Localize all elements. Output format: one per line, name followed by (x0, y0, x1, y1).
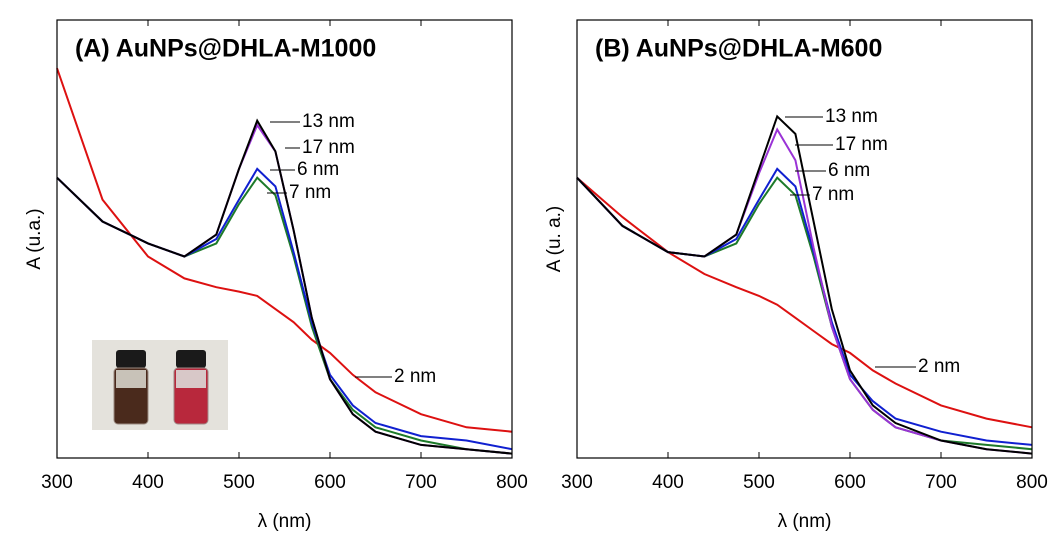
x-tick-label: 800 (1016, 472, 1048, 493)
plot-frame (576, 19, 1033, 459)
y-axis-label: A (u. a.) (544, 206, 565, 273)
x-tick-label: 800 (496, 472, 528, 493)
plot-frame (56, 19, 513, 459)
x-tick-label: 500 (743, 472, 775, 493)
vial-glass (116, 370, 146, 388)
series-label: 6 nm (828, 160, 870, 181)
series-label: 17 nm (835, 134, 888, 155)
panel: 300 400 500 600 700 800 (B) AuNPs@DHLA-M600 λ (… (544, 19, 1048, 532)
y-axis-label: A (u.a.) (24, 208, 45, 269)
vial-cap (176, 350, 206, 368)
x-axis-label: λ (nm) (778, 511, 832, 532)
series-label: 6 nm (297, 159, 339, 180)
x-tick-label: 400 (652, 472, 684, 493)
x-tick-label: 700 (925, 472, 957, 493)
spectrum-line (576, 176, 1033, 429)
spectrum-line (56, 118, 513, 455)
spectrum-line (56, 67, 513, 433)
chart-title: (A) AuNPs@DHLA-M1000 (75, 35, 376, 63)
x-tick-label: 600 (834, 472, 866, 493)
series-label: 13 nm (825, 106, 878, 127)
series-label: 2 nm (918, 356, 960, 377)
series-label: 7 nm (812, 184, 854, 205)
spectrum-line (576, 167, 1033, 446)
chart-title: (B) AuNPs@DHLA-M600 (595, 35, 882, 63)
x-tick-label: 300 (561, 472, 593, 493)
series-label: 13 nm (302, 111, 355, 132)
vial-glass (176, 370, 206, 388)
series-label: 2 nm (394, 366, 436, 387)
inset-photo (92, 340, 228, 430)
series-label: 17 nm (302, 137, 355, 158)
x-tick-label: 400 (132, 472, 164, 493)
x-tick-label: 600 (314, 472, 346, 493)
series-label: 7 nm (289, 182, 331, 203)
panel: 300 400 500 600 700 800 (A) AuNPs@DHLA-M1000 λ … (24, 19, 528, 532)
x-tick-label: 300 (41, 472, 73, 493)
vial-cap (116, 350, 146, 368)
x-axis-label: λ (nm) (258, 511, 312, 532)
x-tick-label: 700 (405, 472, 437, 493)
spectrum-line (576, 114, 1033, 455)
x-tick-label: 500 (223, 472, 255, 493)
